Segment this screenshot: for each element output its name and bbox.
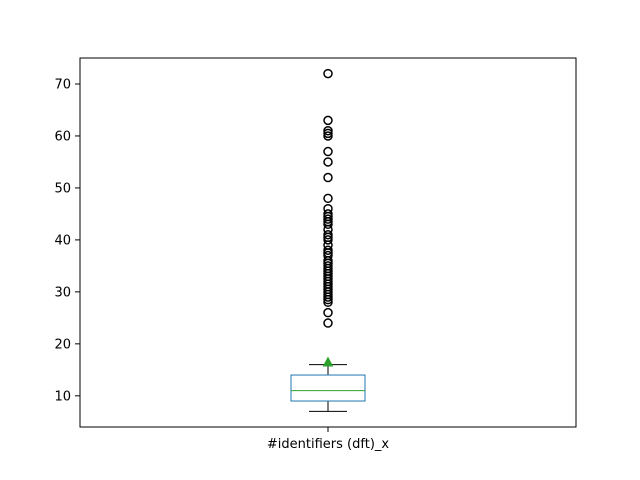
plot-frame xyxy=(79,57,577,428)
outlier-point xyxy=(323,203,333,214)
outlier-point xyxy=(323,229,333,240)
outlier-point xyxy=(323,193,333,204)
y-tick-label: 30 xyxy=(54,285,71,300)
outlier-point xyxy=(323,209,333,219)
x-tick-label: #identifiers (dft)_x xyxy=(267,437,389,452)
y-axis: 10 20 30 40 50 60 70 xyxy=(54,77,80,404)
outlier-point xyxy=(323,318,333,328)
outlier-point xyxy=(323,126,333,136)
outlier-point xyxy=(323,68,333,79)
boxplot-series xyxy=(290,356,366,412)
outlier-point xyxy=(323,214,333,224)
outlier-point xyxy=(323,115,333,126)
y-tick-label: 40 xyxy=(54,233,71,248)
outlier-point xyxy=(323,131,333,141)
outlier-points xyxy=(323,68,333,328)
y-tick-label: 60 xyxy=(54,129,71,144)
iqr-box xyxy=(290,374,366,402)
outlier-point xyxy=(323,261,333,271)
y-tick-label: 10 xyxy=(54,389,71,404)
y-tick-label: 70 xyxy=(54,77,71,92)
y-tick-label: 50 xyxy=(54,181,71,196)
x-axis: #identifiers (dft)_x xyxy=(267,427,389,452)
y-tick-label: 20 xyxy=(54,337,71,352)
outlier-point xyxy=(323,157,333,167)
outlier-point xyxy=(323,146,333,157)
outlier-point xyxy=(323,172,333,183)
outlier-point xyxy=(323,235,333,245)
outlier-point xyxy=(323,307,333,318)
outlier-point xyxy=(323,245,333,256)
mean-marker xyxy=(322,356,334,367)
outlier-point xyxy=(323,128,333,139)
outlier-point xyxy=(323,250,333,261)
